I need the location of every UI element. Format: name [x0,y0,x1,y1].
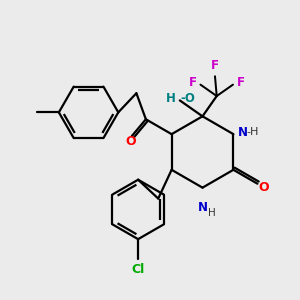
Text: H: H [166,92,176,105]
Text: F: F [188,76,196,89]
Text: N: N [238,126,248,139]
Text: H: H [208,208,216,218]
Text: O: O [258,181,269,194]
Text: -O: -O [181,92,196,105]
Text: N: N [197,200,208,214]
Text: F: F [237,76,245,89]
Text: -H: -H [246,127,259,137]
Text: F: F [211,59,219,72]
Text: Cl: Cl [131,263,145,276]
Text: O: O [125,135,136,148]
